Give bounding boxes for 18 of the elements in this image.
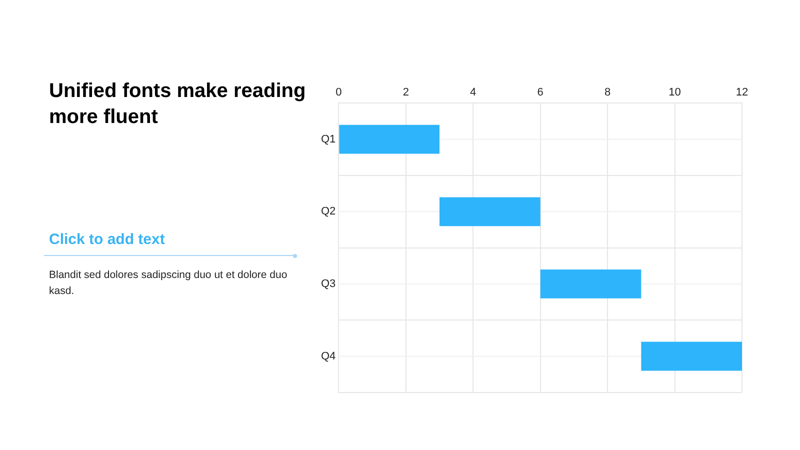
y-tick-label: Q3 [320,278,336,290]
x-tick-label: 10 [668,86,681,99]
y-tick-label: Q4 [320,350,336,362]
x-tick-label: 8 [604,86,611,99]
bar [339,124,440,154]
x-tick-label: 2 [402,86,409,99]
x-tick-label: 6 [537,86,544,99]
x-tick-label: 4 [470,86,476,99]
x-tick-label: 0 [336,86,342,99]
text: Blandit sed dolores sadipscing duo ut et dolore duo kasd. [49,268,288,299]
x-tick-label: 12 [736,86,748,99]
bar [641,342,742,371]
y-tick-label: Q1 [320,133,336,146]
bar [440,197,540,226]
text: Unified fonts make reading more fluent [49,79,307,130]
text: Click to add text [49,231,165,248]
bar [540,269,642,298]
y-tick-label: Q2 [320,206,336,218]
